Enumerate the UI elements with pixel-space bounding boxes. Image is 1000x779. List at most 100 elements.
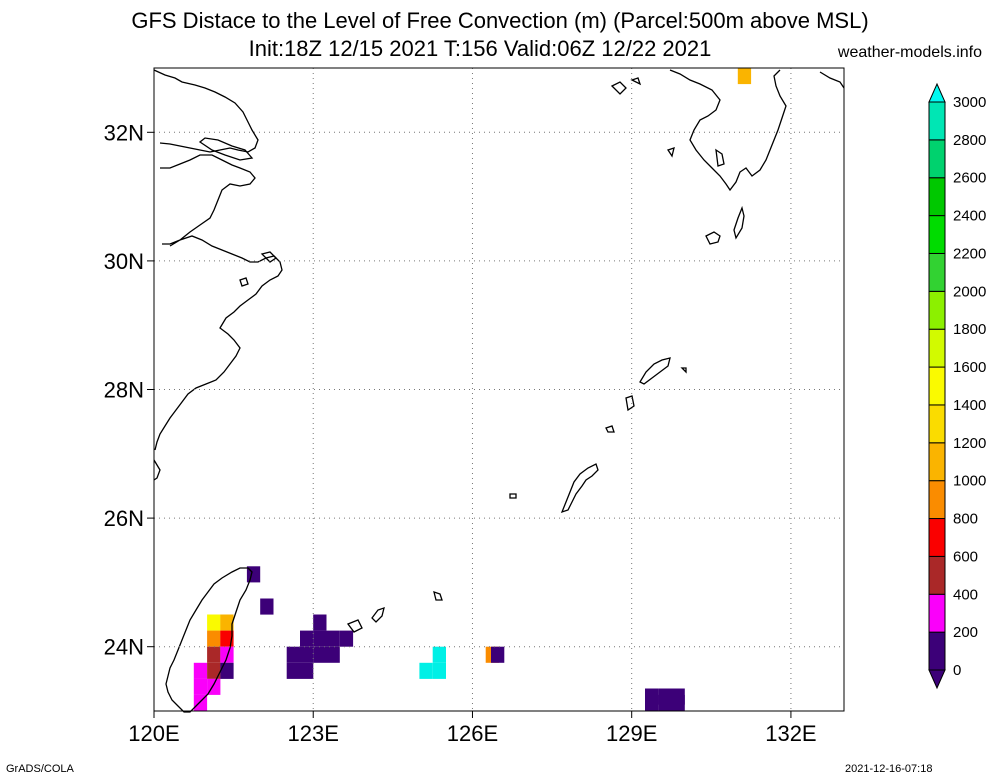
axis-tick-labels: 120E 123E 126E 129E 132E 24N 26N 28N 30N 32N <box>104 120 817 746</box>
island-yoron <box>509 493 517 499</box>
colorbar-label: 3000 <box>953 94 986 111</box>
data-cell <box>419 662 433 679</box>
island-zhoushan <box>239 251 278 287</box>
data-cell <box>193 662 208 679</box>
data-cell <box>300 646 314 663</box>
island-tokunoshima <box>625 395 635 412</box>
colorbar-segment <box>928 290 946 330</box>
data-cell <box>339 630 354 647</box>
colorbar-label: 400 <box>953 586 978 603</box>
colorbar-segment <box>928 631 946 671</box>
colorbar-label: 0 <box>953 662 961 679</box>
colorbar-segment <box>928 480 946 520</box>
island-684 <box>680 367 687 374</box>
colorbar-label: 1200 <box>953 435 986 452</box>
data-cell <box>326 646 340 663</box>
x-tick-label: 123E <box>288 721 339 746</box>
colorbar-label: 2600 <box>953 170 986 187</box>
colorbar: 0 200 400 600 800 1000 1200 1400 1600 1800 2000 220… <box>928 82 986 690</box>
colorbar-segment <box>928 555 946 595</box>
footer-timestamp: 2021-12-16-07:18 <box>845 763 933 775</box>
coastline-kyushu <box>669 69 845 192</box>
axis-ticks <box>147 131 792 718</box>
colorbar-segment <box>928 252 946 292</box>
island-koshiki <box>666 147 675 158</box>
data-cell <box>207 646 221 663</box>
data-cell <box>737 68 752 85</box>
data-cell <box>300 630 314 647</box>
data-cell <box>286 646 300 663</box>
y-tick-label: 30N <box>104 249 144 274</box>
coastline-yangtze <box>198 137 254 161</box>
colorbar-label: 2200 <box>953 245 986 262</box>
colorbar-label: 2000 <box>953 283 986 300</box>
island-amami <box>639 357 671 385</box>
colorbar-segment <box>928 101 946 141</box>
y-tick-label: 32N <box>104 120 144 145</box>
y-tick-label: 28N <box>104 378 144 403</box>
data-cells-layer <box>193 68 752 711</box>
x-tick-label: 126E <box>447 721 498 746</box>
colorbar-label: 1400 <box>953 397 986 414</box>
island-okinoerabu <box>605 425 615 433</box>
site-credit: weather-models.info <box>837 44 982 61</box>
bay-kagoshima <box>715 148 725 167</box>
data-cell <box>286 662 300 679</box>
colorbar-segment <box>928 518 946 557</box>
data-cell <box>207 614 221 631</box>
island-miyako <box>346 607 385 633</box>
y-tick-label: 26N <box>104 506 144 531</box>
data-cell <box>207 630 221 647</box>
coastline-layer <box>153 69 845 713</box>
data-cell <box>220 662 234 679</box>
colorbar-above-arrow <box>928 82 946 103</box>
colorbar-label: 800 <box>953 511 978 528</box>
chart-title: GFS Distace to the Level of Free Convect… <box>131 8 869 33</box>
colorbar-label: 1600 <box>953 359 986 376</box>
island-goto <box>610 77 642 95</box>
data-cell <box>671 688 685 705</box>
footer-credit: GrADS/COLA <box>6 763 74 775</box>
colorbar-segment <box>928 404 946 444</box>
island-yakushima <box>705 231 721 245</box>
colorbar-label: 2800 <box>953 132 986 149</box>
data-cell <box>313 630 327 647</box>
colorbar-segment <box>928 215 946 254</box>
colorbar-label: 600 <box>953 548 978 565</box>
island-yaeyama <box>433 591 443 601</box>
x-tick-label: 129E <box>606 721 657 746</box>
data-cell <box>432 646 446 663</box>
colorbar-segment <box>928 177 946 217</box>
island-tanegashima <box>733 205 745 240</box>
data-cell <box>313 614 327 631</box>
data-cell <box>326 630 340 647</box>
data-cell <box>260 598 274 615</box>
data-cell <box>193 678 208 695</box>
island-okinawa <box>560 463 599 514</box>
colorbar-label: 1800 <box>953 321 986 338</box>
colorbar-label: 200 <box>953 624 978 641</box>
data-cell <box>313 646 327 663</box>
colorbar-label: 1000 <box>953 473 986 490</box>
colorbar-segment <box>928 442 946 482</box>
data-cell <box>220 614 234 631</box>
colorbar-segment <box>928 366 946 406</box>
data-cell <box>220 646 234 663</box>
colorbar-segment <box>928 139 946 179</box>
title-line-2: Init:18Z 12/15 2021 T:156 Valid:06Z 12/2… <box>248 36 712 61</box>
coastline-china <box>153 69 283 481</box>
colorbar-segment <box>928 328 946 368</box>
colorbar-segment <box>928 593 946 633</box>
data-cell <box>207 662 221 679</box>
x-tick-label: 120E <box>128 721 179 746</box>
data-cell <box>432 662 446 679</box>
colorbar-below-arrow <box>928 669 946 690</box>
coastline-taiwan <box>165 567 253 713</box>
graticule <box>153 68 844 711</box>
colorbar-label: 2400 <box>953 208 986 225</box>
y-tick-label: 24N <box>104 635 144 660</box>
data-cell <box>491 646 505 663</box>
data-cell <box>658 688 672 705</box>
data-cell <box>645 688 659 705</box>
